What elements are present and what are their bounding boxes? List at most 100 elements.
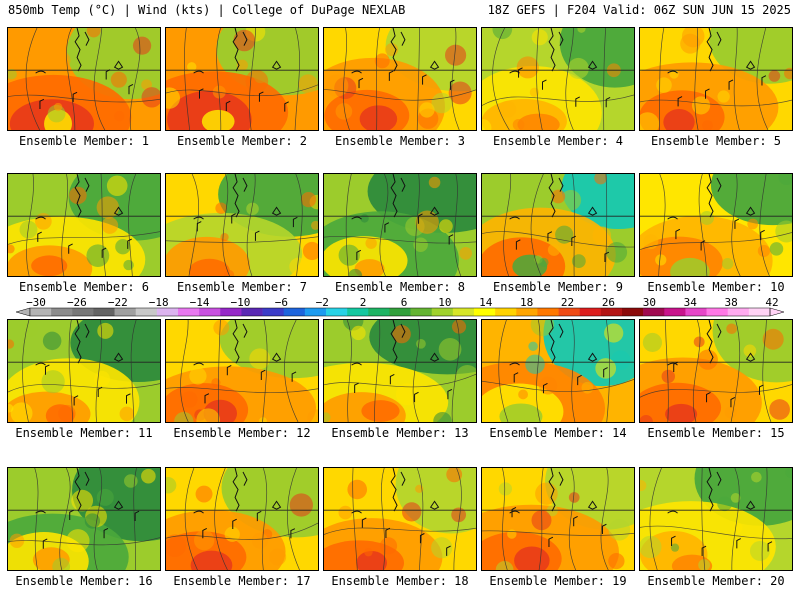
ensemble-member-map xyxy=(323,173,477,277)
ensemble-member-label: Ensemble Member: 15 xyxy=(647,426,785,440)
ensemble-member-label: Ensemble Member: 20 xyxy=(647,574,785,588)
colorbar-swatch xyxy=(558,308,581,316)
ensemble-member-label: Ensemble Member: 3 xyxy=(334,134,466,148)
temperature-field xyxy=(8,320,160,422)
temperature-field xyxy=(324,320,476,422)
colorbar-tick-label: 2 xyxy=(360,296,367,309)
temperature-field xyxy=(324,468,476,570)
ensemble-member-map xyxy=(323,319,477,423)
ensemble-member-label: Ensemble Member: 8 xyxy=(334,280,466,294)
ensemble-member-label: Ensemble Member: 2 xyxy=(176,134,308,148)
temperature-field xyxy=(8,468,160,570)
ensemble-member-label: Ensemble Member: 4 xyxy=(492,134,624,148)
colorbar-swatch xyxy=(643,308,665,316)
ensemble-member-label: Ensemble Member: 16 xyxy=(15,574,153,588)
colorbar-swatch xyxy=(495,308,517,316)
ensemble-member-map xyxy=(165,319,319,423)
colorbar-tick-label: −14 xyxy=(190,296,210,309)
colorbar-tick-label: 34 xyxy=(684,296,698,309)
colorbar-swatch xyxy=(347,308,369,316)
temperature-field xyxy=(166,320,318,422)
colorbar-tick-label: 10 xyxy=(438,296,451,309)
colorbar-swatch xyxy=(304,308,327,316)
temperature-field xyxy=(640,174,792,276)
temperature-field xyxy=(482,468,634,570)
ensemble-member-map xyxy=(7,467,161,571)
colorbar-swatch xyxy=(178,308,200,316)
temperature-field xyxy=(324,174,476,276)
ensemble-member-label: Ensemble Member: 7 xyxy=(176,280,308,294)
ensemble-member-map xyxy=(323,467,477,571)
colorbar-swatch xyxy=(241,308,263,316)
map-title: 850mb Temp (°C) | Wind (kts) | College o… xyxy=(8,3,406,17)
ensemble-member-map xyxy=(481,319,635,423)
ensemble-member-label: Ensemble Member: 14 xyxy=(489,426,627,440)
colorbar-swatch xyxy=(706,308,729,316)
colorbar-tick-label: −22 xyxy=(108,296,128,309)
ensemble-member-map xyxy=(639,319,793,423)
temperature-field xyxy=(482,174,634,276)
colorbar-swatch xyxy=(51,308,73,316)
colorbar-swatch xyxy=(389,308,411,316)
ensemble-member-label: Ensemble Member: 11 xyxy=(15,426,153,440)
colorbar-swatch xyxy=(262,308,285,316)
temperature-field xyxy=(166,468,318,570)
ensemble-member-map xyxy=(639,27,793,131)
colorbar-swatch xyxy=(220,308,242,316)
ensemble-member-label: Ensemble Member: 9 xyxy=(492,280,624,294)
colorbar-swatch xyxy=(93,308,115,316)
colorbar-swatch xyxy=(72,308,94,316)
ensemble-member-map xyxy=(481,173,635,277)
temperature-field xyxy=(8,174,160,276)
colorbar-swatch xyxy=(199,308,221,316)
ensemble-member-label: Ensemble Member: 1 xyxy=(18,134,150,148)
ensemble-member-label: Ensemble Member: 6 xyxy=(18,280,150,294)
ensemble-member-map xyxy=(165,467,319,571)
temperature-colorbar: −30 −26 −22 −18 −14 −10 −6 −2 2 6 10 14 18 22 26 30 34 38… xyxy=(6,296,794,322)
colorbar-tick-label: −10 xyxy=(231,296,251,309)
colorbar-tick-label: −26 xyxy=(67,296,87,309)
colorbar-tick-label: −2 xyxy=(316,296,329,309)
colorbar-tick-label: 6 xyxy=(401,296,408,309)
ensemble-member-label: Ensemble Member: 18 xyxy=(331,574,469,588)
temperature-field xyxy=(482,28,634,130)
ensemble-member-label: Ensemble Member: 17 xyxy=(173,574,311,588)
temperature-field xyxy=(166,28,318,130)
colorbar-tick-label: −30 xyxy=(26,296,46,309)
colorbar-tick-label: 26 xyxy=(602,296,615,309)
colorbar-swatch xyxy=(452,308,475,316)
colorbar-swatch xyxy=(474,308,496,316)
ensemble-member-map xyxy=(7,319,161,423)
colorbar-swatch xyxy=(600,308,623,316)
colorbar-swatch xyxy=(622,308,644,316)
ensemble-member-map xyxy=(7,27,161,131)
colorbar-swatch xyxy=(326,308,348,316)
colorbar-swatch xyxy=(537,308,559,316)
temperature-field xyxy=(166,174,318,276)
ensemble-member-map xyxy=(165,27,319,131)
colorbar-tick-label: 18 xyxy=(520,296,533,309)
colorbar-swatch xyxy=(368,308,390,316)
model-run-info: 18Z GEFS | F204 Valid: 06Z SUN JUN 15 20… xyxy=(487,3,791,17)
colorbar-graphic: −30 −26 −22 −18 −14 −10 −6 −2 2 6 10 14 18 22 26 30 34 38… xyxy=(15,296,785,317)
ensemble-member-map xyxy=(481,27,635,131)
colorbar-swatch xyxy=(664,308,686,316)
ensemble-member-label: Ensemble Member: 10 xyxy=(647,280,785,294)
colorbar-tick-label: 22 xyxy=(561,296,574,309)
colorbar-swatch xyxy=(135,308,158,316)
colorbar-tick-label: −6 xyxy=(275,296,288,309)
colorbar-swatch xyxy=(579,308,602,316)
colorbar-swatch xyxy=(30,308,52,316)
temperature-field xyxy=(640,28,792,130)
temperature-field xyxy=(640,468,792,570)
colorbar-swatch xyxy=(410,308,433,316)
colorbar-min-arrow xyxy=(15,307,31,317)
colorbar-swatch xyxy=(431,308,454,316)
ensemble-member-map xyxy=(323,27,477,131)
colorbar-max-arrow xyxy=(769,307,785,317)
temperature-field xyxy=(640,320,792,422)
colorbar-swatch xyxy=(748,308,771,316)
colorbar-swatch xyxy=(685,308,707,316)
ensemble-member-label: Ensemble Member: 5 xyxy=(650,134,782,148)
ensemble-member-label: Ensemble Member: 12 xyxy=(173,426,311,440)
